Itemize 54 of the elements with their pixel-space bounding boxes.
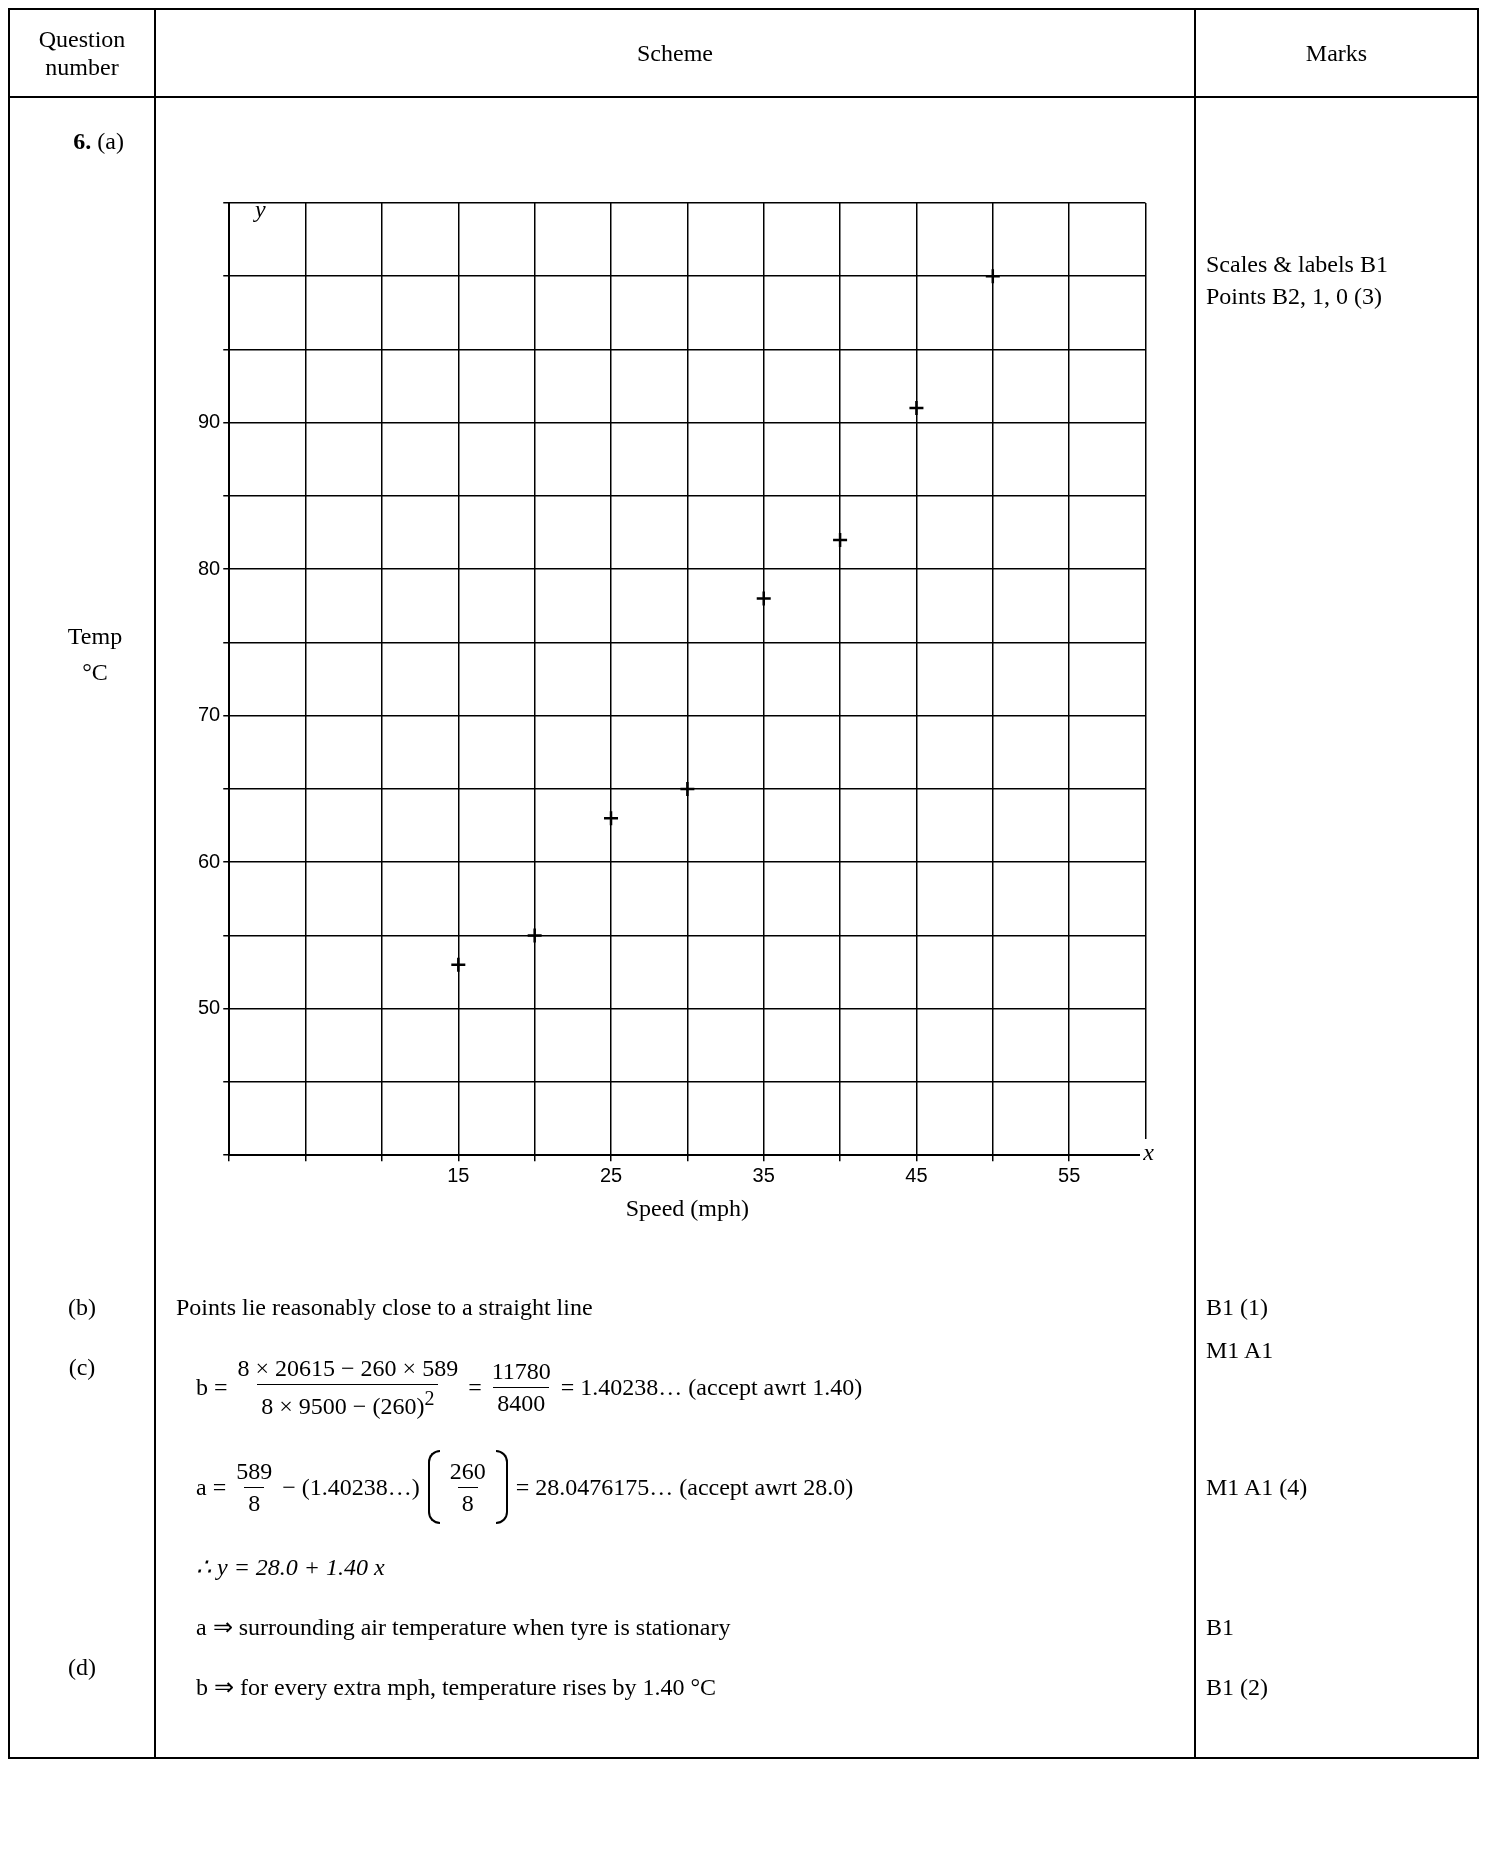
text: (c) bbox=[68, 1353, 96, 1381]
bracketed-fraction: 260 8 bbox=[427, 1450, 508, 1524]
text: (a) bbox=[97, 128, 124, 154]
text: a ⇒ surrounding air temperature when tyre is stationary bbox=[196, 1613, 731, 1641]
text: Points lie reasonably close to a straight line bbox=[176, 1293, 593, 1321]
text: B1 bbox=[1206, 1613, 1235, 1641]
y-axis-title: Temp °C bbox=[66, 622, 124, 687]
text: b = bbox=[196, 1373, 228, 1401]
point bbox=[602, 810, 620, 827]
text: = bbox=[468, 1373, 482, 1401]
text: 8 bbox=[248, 1489, 261, 1516]
x-tick-label: 15 bbox=[447, 1163, 470, 1186]
point bbox=[984, 268, 1002, 285]
annotation: x bbox=[1140, 1139, 1157, 1166]
point bbox=[755, 590, 772, 607]
x-tick-label: 25 bbox=[599, 1163, 623, 1186]
x-axis-title: Speed (mph) bbox=[625, 1194, 750, 1221]
point bbox=[831, 531, 849, 549]
point bbox=[679, 780, 696, 798]
text: 8 × 20615 − 260 × 589 bbox=[237, 1354, 459, 1381]
text: = 1.40238… (accept awrt 1.40) bbox=[560, 1373, 863, 1401]
text: 6. bbox=[73, 128, 92, 154]
point bbox=[908, 399, 925, 417]
y-tick-label: 60 bbox=[198, 849, 221, 872]
text: 589 bbox=[236, 1457, 273, 1484]
annotation: y bbox=[255, 196, 266, 223]
text: Marks bbox=[1305, 39, 1368, 66]
text: 11780 bbox=[491, 1357, 551, 1384]
text: M1 A1 (4) bbox=[1206, 1473, 1308, 1501]
x-tick-label: 45 bbox=[905, 1163, 928, 1186]
text: 8400 bbox=[497, 1389, 546, 1416]
text: (d) bbox=[68, 1653, 96, 1681]
text: b ⇒ for every extra mph, temperature rises by 1.40 °C bbox=[196, 1673, 717, 1701]
text: Question number bbox=[38, 26, 126, 80]
x-tick-label: 55 bbox=[1058, 1163, 1081, 1186]
text: ∴ y = 28.0 + 1.40 x bbox=[196, 1553, 385, 1581]
x-tick-label: 35 bbox=[752, 1163, 775, 1186]
y-tick-label: 80 bbox=[198, 556, 221, 579]
text: Scales & labels B1 bbox=[1206, 251, 1388, 277]
text: − (1.40238…) bbox=[282, 1473, 420, 1501]
text: Scheme bbox=[637, 39, 713, 66]
text: Points B2, 1, 0 (3) bbox=[1206, 283, 1383, 309]
y-tick-label: 50 bbox=[198, 996, 221, 1019]
text: B1 (2) bbox=[1206, 1673, 1268, 1701]
text: (b) bbox=[68, 1293, 96, 1321]
point bbox=[450, 956, 467, 974]
text: = 28.0476175… (accept awrt 28.0) bbox=[515, 1473, 854, 1501]
y-tick-label: 70 bbox=[198, 703, 221, 726]
text: 8 × 9500 − (260)$^{2}$ bbox=[261, 1386, 435, 1419]
text: B1 (1) bbox=[1206, 1293, 1268, 1321]
point bbox=[526, 927, 543, 944]
text: a = bbox=[196, 1473, 227, 1501]
text: M1 A1 bbox=[1206, 1337, 1274, 1364]
y-tick-label: 90 bbox=[198, 410, 221, 433]
